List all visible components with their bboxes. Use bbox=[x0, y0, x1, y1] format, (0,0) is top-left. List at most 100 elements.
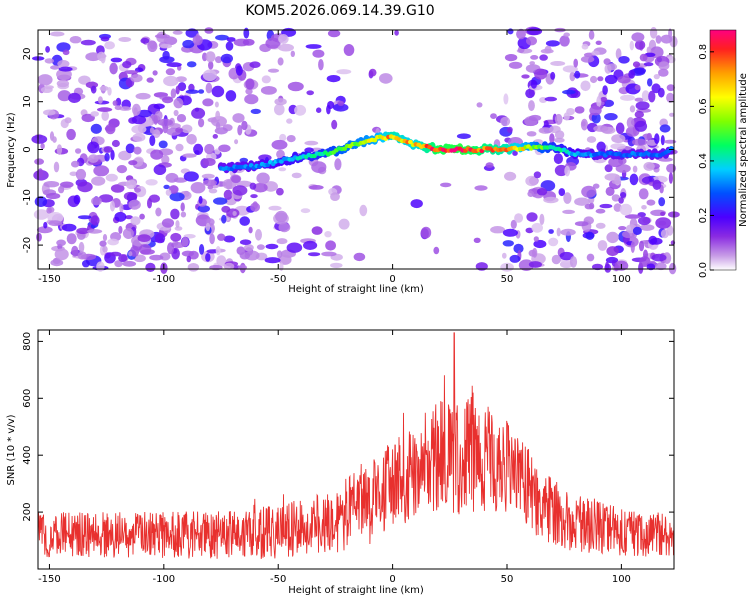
noise-patch bbox=[525, 88, 535, 99]
noise-patch bbox=[77, 251, 87, 260]
noise-patch bbox=[56, 79, 70, 88]
colorbar-tick-label: 0.6 bbox=[698, 98, 709, 114]
noise-patch bbox=[336, 69, 352, 75]
noise-patch bbox=[600, 97, 608, 102]
noise-patch bbox=[154, 34, 170, 39]
x-tick-label: -150 bbox=[38, 274, 61, 285]
noise-patch bbox=[114, 211, 127, 222]
noise-patch bbox=[110, 149, 115, 161]
noise-patch bbox=[279, 133, 287, 142]
noise-patch bbox=[154, 233, 166, 244]
noise-patch bbox=[96, 261, 105, 272]
noise-patch bbox=[43, 221, 48, 229]
noise-patch bbox=[122, 260, 137, 267]
noise-patch bbox=[90, 111, 99, 117]
noise-patch bbox=[650, 237, 663, 245]
noise-patch bbox=[68, 92, 81, 103]
noise-patch bbox=[536, 188, 548, 196]
noise-patch bbox=[420, 226, 432, 239]
noise-patch bbox=[75, 148, 82, 154]
noise-patch bbox=[646, 132, 652, 141]
noise-patch bbox=[543, 120, 549, 129]
noise-patch bbox=[551, 254, 561, 265]
noise-patch bbox=[607, 63, 618, 71]
noise-patch bbox=[194, 107, 200, 112]
noise-patch bbox=[201, 173, 215, 179]
noise-patch bbox=[525, 175, 539, 187]
noise-patch bbox=[562, 209, 575, 214]
noise-patch bbox=[611, 179, 622, 185]
noise-patch bbox=[225, 41, 234, 51]
noise-patch bbox=[125, 179, 137, 190]
noise-patch bbox=[97, 96, 103, 104]
noise-patch bbox=[122, 61, 132, 69]
noise-patch bbox=[634, 84, 641, 91]
x-tick-label: 0 bbox=[389, 274, 395, 285]
noise-patch bbox=[215, 121, 221, 131]
noise-patch bbox=[77, 181, 93, 193]
snr-frame bbox=[37, 329, 675, 570]
noise-patch bbox=[188, 250, 199, 260]
noise-patch bbox=[114, 260, 123, 268]
noise-patch bbox=[78, 241, 85, 253]
noise-patch bbox=[591, 50, 600, 56]
noise-patch bbox=[139, 213, 145, 220]
noise-patch bbox=[211, 85, 225, 98]
noise-patch bbox=[558, 188, 566, 197]
noise-patch bbox=[604, 113, 618, 121]
noise-patch bbox=[629, 173, 639, 186]
noise-patch bbox=[110, 200, 115, 212]
noise-patch bbox=[119, 106, 132, 111]
noise-patch bbox=[532, 247, 538, 258]
noise-patch bbox=[205, 51, 216, 63]
noise-patch bbox=[36, 226, 53, 234]
noise-patch bbox=[245, 78, 255, 90]
noise-patch bbox=[76, 227, 90, 235]
noise-patch bbox=[186, 61, 197, 68]
ridge-core bbox=[372, 138, 378, 143]
snr-series-layer bbox=[38, 332, 674, 559]
noise-patch bbox=[580, 80, 591, 92]
noise-patch bbox=[300, 208, 311, 214]
noise-patch bbox=[45, 192, 61, 200]
y-tick-label: 800 bbox=[22, 332, 33, 351]
noise-patch bbox=[569, 256, 578, 268]
noise-patch bbox=[278, 43, 294, 52]
noise-patch bbox=[668, 172, 674, 184]
snr-x-axis-label: Height of straight line (km) bbox=[288, 585, 424, 596]
noise-patch bbox=[211, 116, 227, 127]
noise-patch bbox=[50, 65, 60, 70]
noise-patch bbox=[118, 37, 132, 42]
noise-patch bbox=[605, 186, 615, 196]
noise-patch bbox=[606, 231, 619, 244]
noise-patch bbox=[634, 120, 648, 132]
noise-patch bbox=[37, 168, 44, 179]
noise-patch bbox=[107, 238, 119, 246]
noise-patch bbox=[539, 54, 548, 61]
noise-patch bbox=[291, 172, 302, 179]
noise-patch bbox=[286, 118, 293, 124]
noise-patch bbox=[574, 221, 589, 227]
noise-patch bbox=[166, 62, 182, 68]
noise-patch bbox=[548, 229, 554, 234]
noise-patch bbox=[31, 134, 48, 144]
noise-patch bbox=[651, 253, 667, 262]
noise-patch bbox=[507, 126, 513, 133]
noise-patch bbox=[592, 183, 600, 189]
noise-patch bbox=[50, 259, 64, 267]
noise-patch bbox=[562, 65, 578, 73]
noise-patch bbox=[149, 254, 164, 261]
noise-patch bbox=[278, 222, 291, 233]
noise-patch bbox=[658, 61, 670, 71]
noise-patch bbox=[40, 143, 45, 150]
noise-patch bbox=[187, 263, 200, 272]
noise-patch bbox=[596, 95, 602, 108]
noise-patch bbox=[533, 239, 547, 249]
noise-patch bbox=[604, 173, 620, 181]
noise-patch bbox=[135, 92, 151, 100]
noise-patch bbox=[99, 86, 109, 91]
noise-patch bbox=[149, 135, 156, 147]
noise-patch bbox=[503, 93, 509, 105]
noise-patch bbox=[203, 179, 217, 187]
